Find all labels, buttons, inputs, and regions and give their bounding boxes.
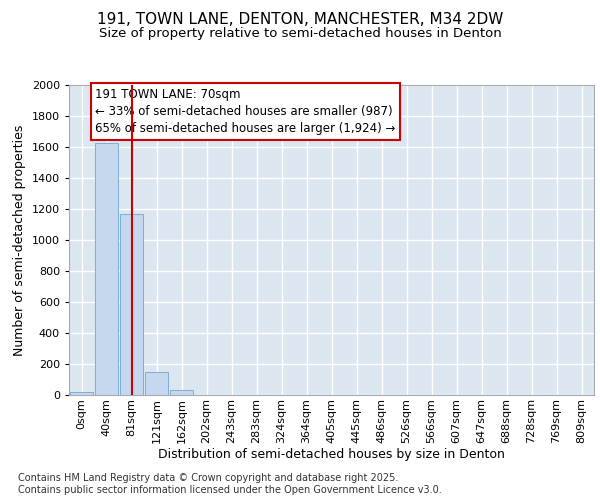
Y-axis label: Number of semi-detached properties: Number of semi-detached properties [13,124,26,356]
X-axis label: Distribution of semi-detached houses by size in Denton: Distribution of semi-detached houses by … [158,448,505,462]
Bar [145,372,168,395]
Bar [120,214,143,395]
Bar [95,143,118,395]
Bar [70,392,93,395]
Text: 191 TOWN LANE: 70sqm
← 33% of semi-detached houses are smaller (987)
65% of semi: 191 TOWN LANE: 70sqm ← 33% of semi-detac… [95,88,395,135]
Bar [170,390,193,395]
Text: Contains HM Land Registry data © Crown copyright and database right 2025.
Contai: Contains HM Land Registry data © Crown c… [18,474,442,495]
Text: 191, TOWN LANE, DENTON, MANCHESTER, M34 2DW: 191, TOWN LANE, DENTON, MANCHESTER, M34 … [97,12,503,28]
Text: Size of property relative to semi-detached houses in Denton: Size of property relative to semi-detach… [98,28,502,40]
